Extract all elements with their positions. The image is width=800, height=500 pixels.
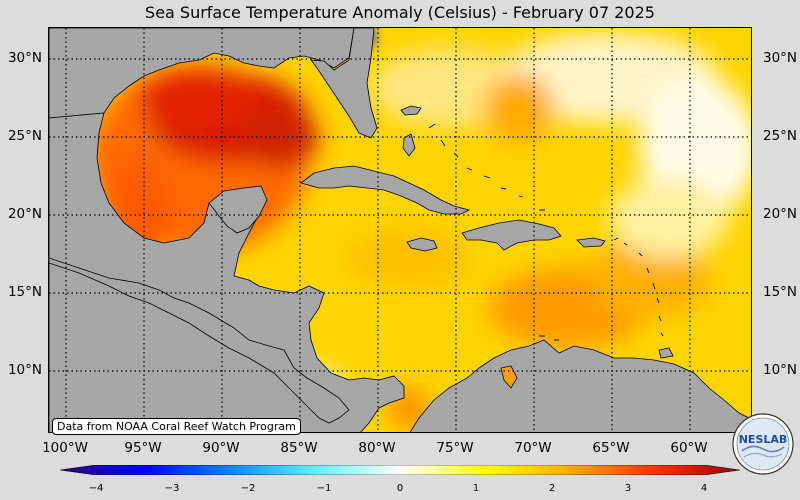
lon-label: 75°W xyxy=(436,440,474,456)
colorbar-tick-label: 4 xyxy=(700,483,708,494)
logo-text: NESLAB xyxy=(739,433,788,446)
lon-label: 100°W xyxy=(42,440,88,456)
lat-label-right: 10°N xyxy=(763,362,798,378)
colorbar-tick-label: 0 xyxy=(396,483,404,494)
colorbar-tick-label: −3 xyxy=(164,483,180,494)
lat-label-left: 30°N xyxy=(7,50,42,66)
lon-label: 90°W xyxy=(202,440,240,456)
lat-label-right: 25°N xyxy=(763,128,798,144)
map-canvas xyxy=(49,28,751,432)
lon-label: 85°W xyxy=(280,440,318,456)
lat-label-left: 25°N xyxy=(7,128,42,144)
neslab-logo: NESLAB xyxy=(732,413,794,475)
lat-label-right: 20°N xyxy=(763,206,798,222)
lat-label-right: 30°N xyxy=(763,50,798,66)
colorbar-tick-label: 3 xyxy=(624,483,632,494)
lon-label: 60°W xyxy=(670,440,708,456)
lat-label-left: 20°N xyxy=(7,206,42,222)
lon-label: 95°W xyxy=(124,440,162,456)
lon-label: 80°W xyxy=(358,440,396,456)
land-masses xyxy=(49,28,751,432)
lon-label: 65°W xyxy=(592,440,630,456)
sst-anomaly-map xyxy=(48,27,752,433)
colorbar-tick-label: −4 xyxy=(88,483,104,494)
lat-label-left: 15°N xyxy=(7,284,42,300)
graticule xyxy=(49,28,751,432)
colorbar xyxy=(60,465,740,475)
colorbar-tick-label: 1 xyxy=(472,483,480,494)
lat-label-right: 15°N xyxy=(763,284,798,300)
colorbar-tick-label: 2 xyxy=(548,483,556,494)
map-title: Sea Surface Temperature Anomaly (Celsius… xyxy=(145,3,655,22)
data-credit: Data from NOAA Coral Reef Watch Program xyxy=(52,418,301,435)
colorbar-tick-label: −1 xyxy=(316,483,332,494)
colorbar-tick-label: −2 xyxy=(240,483,256,494)
lon-label: 70°W xyxy=(514,440,552,456)
lat-label-left: 10°N xyxy=(7,362,42,378)
